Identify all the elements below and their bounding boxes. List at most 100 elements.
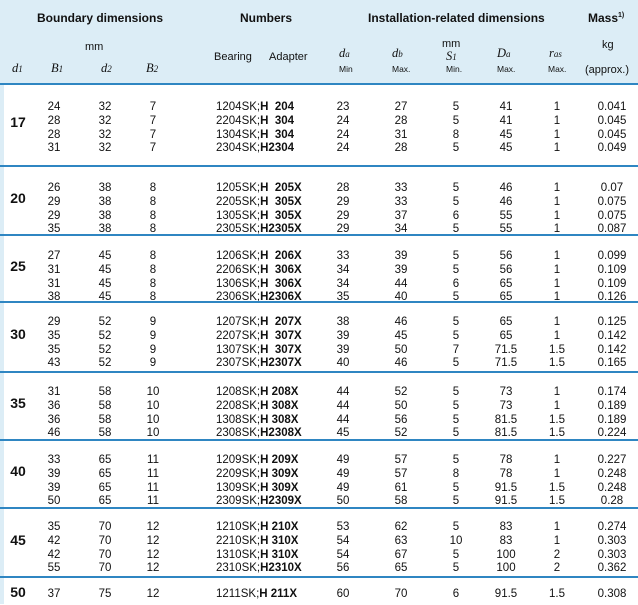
cell-da-upper: 71.5 — [494, 357, 518, 369]
cell-da: 54 — [336, 549, 350, 561]
cell-mass: 0.075 — [597, 196, 627, 208]
bore-group: 45 35 70 12 53 62 5 83 1 0.274 1210SK;H 210X 42 70 12… — [0, 508, 638, 577]
cell-da: 49 — [336, 454, 350, 466]
cell-s1: 8 — [452, 129, 460, 141]
cell-d2: 52 — [98, 330, 112, 342]
cell-da-upper: 65 — [499, 330, 513, 342]
adapter-number: H 310X — [260, 535, 299, 547]
table-row: 31 45 8 34 44 6 65 1 0.109 1306SK;H 306X — [0, 278, 638, 292]
group-side-bar — [0, 236, 4, 301]
cell-bearing-adapter: 1208SK;H 208X — [216, 386, 299, 399]
cell-da-upper: 78 — [499, 468, 513, 480]
cell-bearing-adapter: 1207SK;H 207X — [216, 316, 302, 329]
cell-b2: 11 — [147, 495, 159, 507]
cell-da-upper: 45 — [499, 142, 513, 154]
group-side-bar — [0, 373, 4, 439]
cell-b2: 9 — [149, 357, 157, 369]
table-row: 29 38 8 29 33 5 46 1 0.075 2205SK;H 305X — [0, 196, 638, 210]
table-row: 31 58 10 44 52 5 73 1 0.174 1208SK;H 208X — [0, 386, 638, 400]
bearing-number: 1211SK; — [216, 588, 260, 600]
cell-da: 44 — [336, 414, 350, 426]
cell-da-upper: 91.5 — [494, 495, 518, 507]
cell-b2: 10 — [146, 427, 160, 439]
cell-mass: 0.274 — [597, 521, 627, 533]
group-separator — [0, 576, 638, 578]
cell-b1: 27 — [47, 250, 61, 262]
cell-b1: 29 — [47, 196, 61, 208]
bearing-number: 1205SK; — [216, 182, 261, 194]
adapter-number: H 208X — [260, 386, 299, 398]
adapter-number: H 307X — [260, 330, 302, 342]
cell-b2: 11 — [147, 454, 159, 466]
group-side-bar — [0, 303, 4, 371]
cell-da: 54 — [336, 535, 350, 547]
cell-da-upper: 91.5 — [494, 588, 518, 600]
table-row: 46 58 10 45 52 5 81.5 1.5 0.224 2308SK;H2308X — [0, 427, 638, 441]
cell-da-upper: 65 — [499, 291, 513, 303]
cell-b2: 12 — [146, 562, 160, 574]
group-separator — [0, 234, 638, 236]
cell-bearing-adapter: 1307SK;H 307X — [216, 344, 302, 357]
cell-d2: 70 — [98, 521, 112, 533]
cell-s1: 5 — [452, 454, 460, 466]
cell-mass: 0.045 — [597, 129, 627, 141]
cell-s1: 5 — [452, 101, 460, 113]
cell-b1: 38 — [47, 291, 61, 303]
cell-bearing-adapter: 1309SK;H 309X — [216, 482, 298, 495]
table-row: 31 32 7 24 28 5 45 1 0.049 2304SK;H2304 — [0, 142, 638, 156]
bearing-number: 2207SK; — [216, 330, 261, 342]
cell-db: 63 — [394, 535, 408, 547]
cell-bearing-adapter: 1209SK;H 209X — [216, 454, 298, 467]
cell-s1: 7 — [452, 344, 460, 356]
cell-d2: 45 — [98, 264, 112, 276]
boundary-dimensions-heading: Boundary dimensions — [37, 11, 164, 25]
cell-da: 29 — [336, 223, 350, 235]
cell-da: 24 — [336, 115, 350, 127]
cell-ras: 1.5 — [549, 495, 565, 507]
table-row: 38 45 8 35 40 5 65 1 0.126 2306SK;H2306X — [0, 291, 638, 305]
cell-mass: 0.248 — [597, 468, 627, 480]
bearing-number: 2205SK; — [216, 196, 261, 208]
adapter-number: H 211X — [259, 588, 297, 600]
table-row: 31 45 8 34 39 5 56 1 0.109 2206SK;H 306X — [0, 264, 638, 278]
cell-s1: 5 — [452, 414, 460, 426]
cell-b2: 7 — [149, 101, 157, 113]
cell-db: 44 — [394, 278, 408, 290]
cell-ras: 1 — [553, 330, 561, 342]
cell-ras: 1 — [553, 535, 561, 547]
cell-bearing-adapter: 1304SK;H 304 — [216, 129, 295, 142]
cell-mass: 0.303 — [597, 535, 627, 547]
cell-d2: 38 — [98, 196, 112, 208]
adapter-number: H 307X — [260, 344, 302, 356]
cell-d2: 45 — [98, 291, 112, 303]
cell-d2: 52 — [98, 344, 112, 356]
cell-da: 33 — [336, 250, 350, 262]
adapter-number: H 304 — [260, 129, 295, 141]
bearing-number: 2204SK; — [216, 115, 261, 127]
table-row: 35 38 8 29 34 5 55 1 0.087 2305SK;H2305X — [0, 223, 638, 237]
group-separator — [0, 507, 638, 509]
cell-db: 65 — [394, 562, 408, 574]
cell-b2: 11 — [147, 468, 159, 480]
cell-b2: 10 — [146, 414, 160, 426]
table-header: Boundary dimensions Numbers Installation… — [0, 0, 638, 84]
cell-db: 28 — [394, 115, 408, 127]
cell-bearing-adapter: 2209SK;H 309X — [216, 468, 299, 481]
adapter-number: H2308X — [260, 427, 302, 439]
mm-unit-left: mm — [85, 41, 104, 53]
bearing-number: 1209SK; — [216, 454, 261, 466]
bore-group: 40 33 65 11 49 57 5 78 1 0.227 1209SK;H 209X 39 65 11… — [0, 440, 638, 508]
cell-da-upper: 45 — [499, 129, 513, 141]
table-row: 26 38 8 28 33 5 46 1 0.07 1205SK;H 205X — [0, 182, 638, 196]
cell-db: 34 — [394, 223, 408, 235]
cell-d2: 45 — [98, 250, 112, 262]
adapter-number: H 309X — [260, 468, 299, 480]
cell-d2: 38 — [98, 210, 112, 222]
cell-bearing-adapter: 2305SK;H2305X — [216, 223, 302, 236]
cell-ras: 1 — [553, 210, 561, 222]
cell-bearing-adapter: 1210SK;H 210X — [216, 521, 298, 534]
bearing-number: 2306SK; — [216, 291, 261, 303]
bore-group: 17 24 32 7 23 27 5 41 1 0.041 1204SK;H 204 28 32 7 24 2… — [0, 84, 638, 166]
cell-s1: 10 — [449, 535, 463, 547]
cell-db: 27 — [394, 101, 408, 113]
